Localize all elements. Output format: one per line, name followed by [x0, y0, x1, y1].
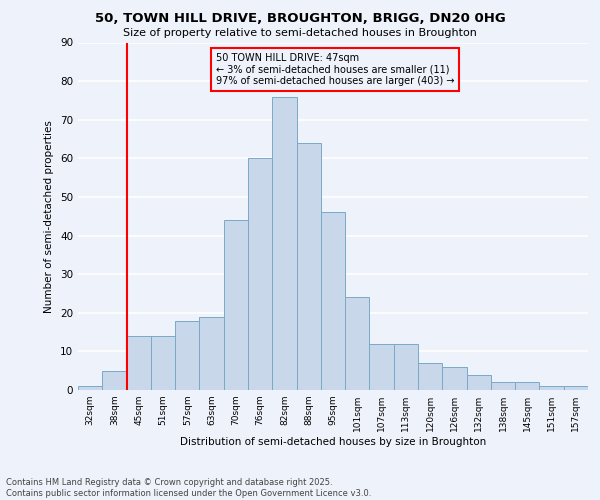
- Bar: [442, 367, 467, 390]
- Bar: [564, 386, 588, 390]
- X-axis label: Distribution of semi-detached houses by size in Broughton: Distribution of semi-detached houses by …: [180, 437, 486, 447]
- Bar: [127, 336, 151, 390]
- Bar: [321, 212, 345, 390]
- Bar: [370, 344, 394, 390]
- Bar: [467, 374, 491, 390]
- Bar: [296, 143, 321, 390]
- Bar: [539, 386, 564, 390]
- Bar: [248, 158, 272, 390]
- Text: 50 TOWN HILL DRIVE: 47sqm
← 3% of semi-detached houses are smaller (11)
97% of s: 50 TOWN HILL DRIVE: 47sqm ← 3% of semi-d…: [216, 53, 454, 86]
- Bar: [491, 382, 515, 390]
- Bar: [418, 363, 442, 390]
- Text: Contains HM Land Registry data © Crown copyright and database right 2025.
Contai: Contains HM Land Registry data © Crown c…: [6, 478, 371, 498]
- Bar: [272, 96, 296, 390]
- Bar: [102, 370, 127, 390]
- Bar: [515, 382, 539, 390]
- Bar: [175, 320, 199, 390]
- Bar: [78, 386, 102, 390]
- Text: 50, TOWN HILL DRIVE, BROUGHTON, BRIGG, DN20 0HG: 50, TOWN HILL DRIVE, BROUGHTON, BRIGG, D…: [95, 12, 505, 26]
- Text: Size of property relative to semi-detached houses in Broughton: Size of property relative to semi-detach…: [123, 28, 477, 38]
- Bar: [394, 344, 418, 390]
- Bar: [224, 220, 248, 390]
- Y-axis label: Number of semi-detached properties: Number of semi-detached properties: [44, 120, 55, 312]
- Bar: [151, 336, 175, 390]
- Bar: [345, 298, 370, 390]
- Bar: [199, 316, 224, 390]
